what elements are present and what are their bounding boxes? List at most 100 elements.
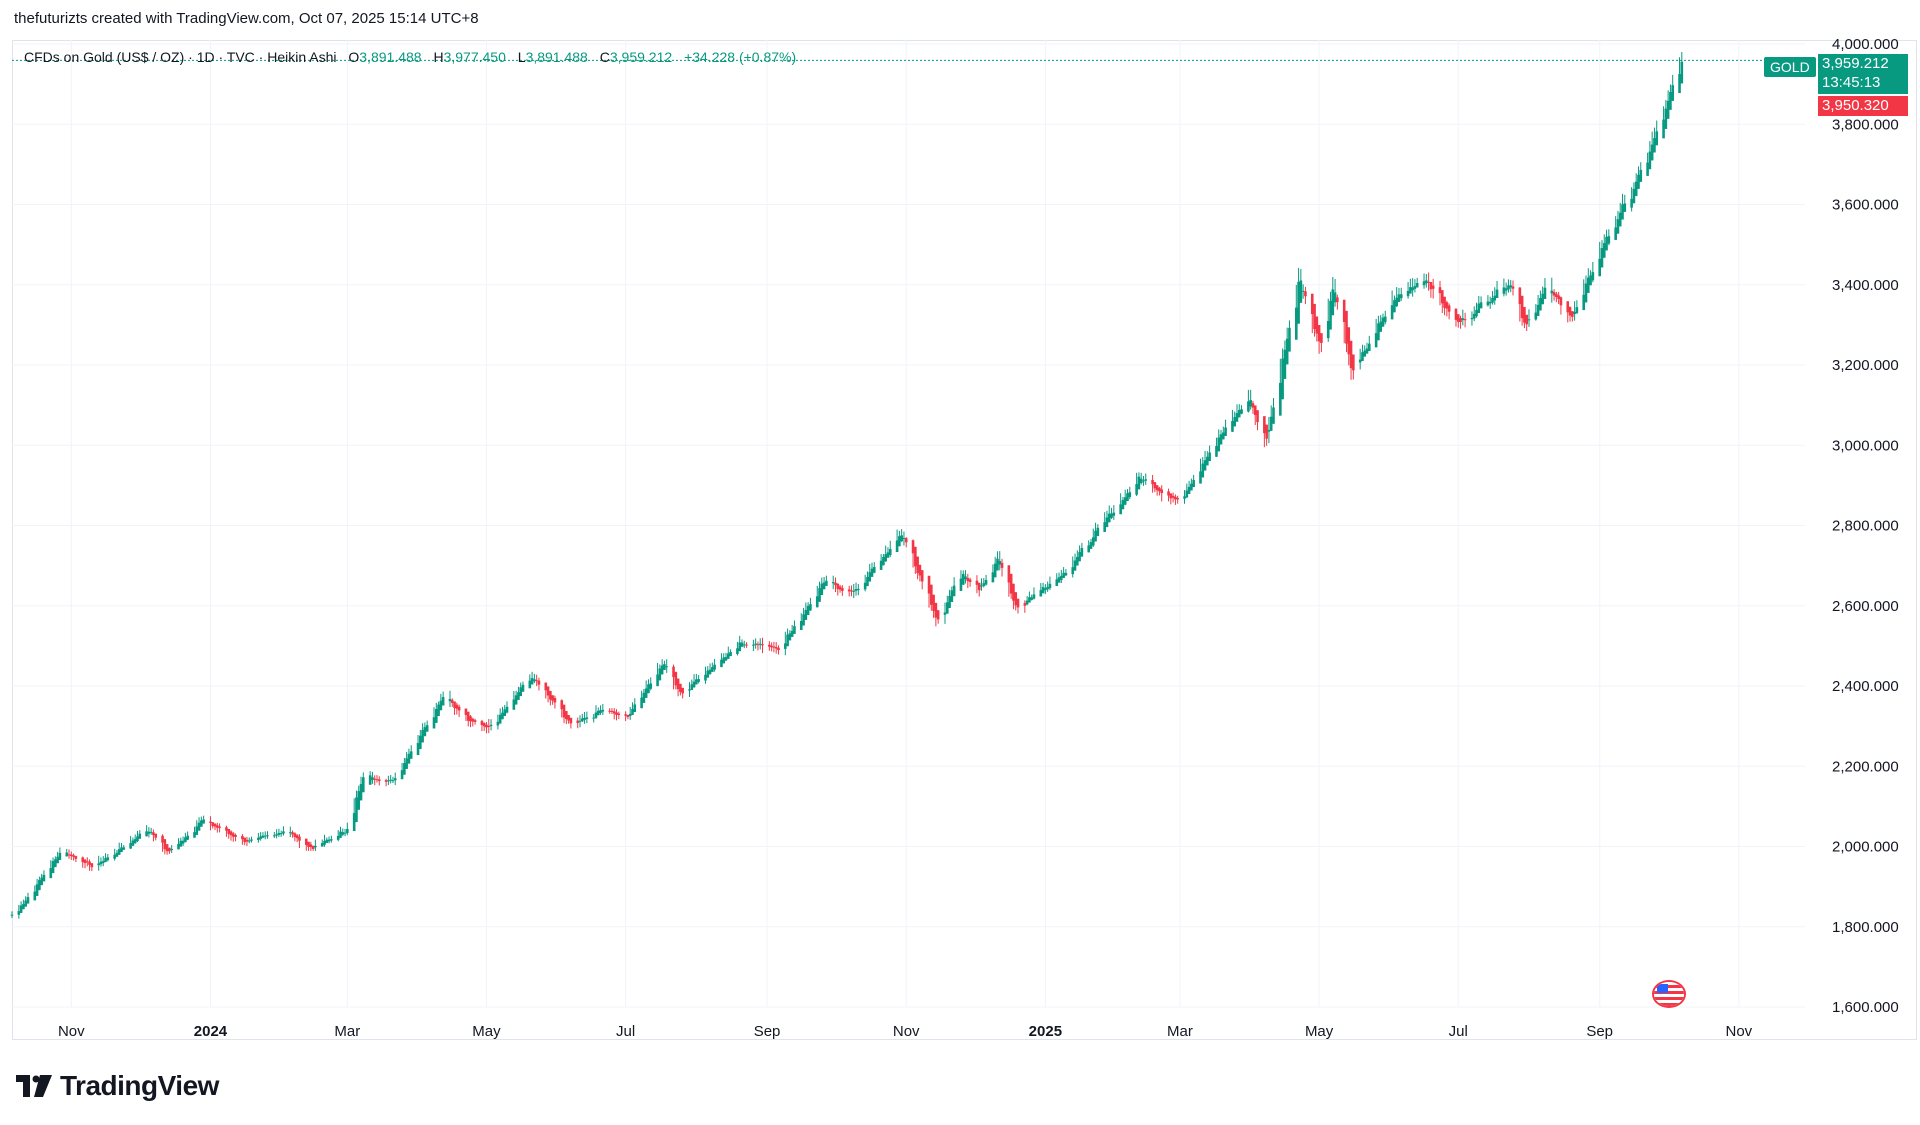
candle-body bbox=[154, 833, 158, 838]
candle-body bbox=[658, 668, 662, 681]
candle-body bbox=[377, 779, 381, 781]
candle-body bbox=[758, 643, 762, 645]
candle-body bbox=[1550, 290, 1554, 294]
candle-body bbox=[1381, 317, 1385, 327]
candle-body bbox=[1247, 401, 1250, 412]
candle-body bbox=[647, 684, 650, 694]
chart-legend: CFDs on Gold (US$ / OZ) · 1D · TVC · Hei… bbox=[24, 49, 796, 65]
candle-body bbox=[784, 643, 787, 649]
candle-body bbox=[576, 720, 580, 723]
candle-body bbox=[327, 839, 331, 842]
candle-body bbox=[895, 540, 899, 553]
candle-body bbox=[1331, 289, 1335, 316]
candle-body bbox=[1634, 181, 1638, 197]
candle-body bbox=[1336, 297, 1339, 303]
candle-body bbox=[866, 576, 869, 587]
x-tick-label: Jul bbox=[1449, 1023, 1468, 1040]
candle-body bbox=[1267, 429, 1271, 432]
candle-body bbox=[453, 701, 456, 708]
candle-body bbox=[88, 861, 91, 865]
candle-body bbox=[425, 725, 429, 732]
candle-body bbox=[752, 644, 755, 646]
candle-body bbox=[149, 831, 153, 833]
candle-body bbox=[847, 589, 851, 592]
candle-body bbox=[692, 681, 696, 688]
candle-body bbox=[1294, 307, 1298, 340]
candle-body bbox=[1126, 493, 1129, 501]
candle-body bbox=[1121, 500, 1125, 510]
candle-body bbox=[1637, 174, 1640, 189]
candle-body bbox=[1256, 410, 1259, 423]
candle-body bbox=[147, 831, 151, 834]
candle-body bbox=[720, 659, 723, 668]
candle-body bbox=[339, 831, 342, 838]
candle-body bbox=[1602, 243, 1606, 258]
candle-body bbox=[247, 840, 251, 842]
candle-body bbox=[273, 835, 276, 837]
candle-body bbox=[209, 821, 212, 823]
candle-body bbox=[35, 884, 39, 896]
chart-frame[interactable] bbox=[12, 40, 1917, 1040]
candle-body bbox=[1169, 493, 1173, 499]
candle-body bbox=[1520, 295, 1524, 319]
candle-body bbox=[343, 832, 347, 834]
high-label: H bbox=[433, 49, 444, 65]
candle-body bbox=[421, 729, 424, 743]
candle-body bbox=[1253, 405, 1257, 416]
tradingview-logo[interactable]: TradingView bbox=[16, 1070, 219, 1102]
candle-body bbox=[1527, 319, 1531, 321]
candle-body bbox=[409, 751, 413, 759]
candle-body bbox=[403, 763, 406, 775]
candle-body bbox=[1666, 100, 1670, 119]
symbol-description[interactable]: CFDs on Gold (US$ / OZ) · 1D · TVC · Hei… bbox=[24, 49, 337, 65]
candle-body bbox=[184, 837, 187, 843]
candle-body bbox=[245, 839, 249, 842]
candle-body bbox=[1621, 204, 1624, 220]
candle-body bbox=[1504, 288, 1508, 291]
candle-body bbox=[168, 847, 171, 852]
candle-body bbox=[1655, 131, 1659, 146]
candle-body bbox=[181, 840, 185, 844]
candle-body bbox=[920, 570, 924, 582]
candle-body bbox=[279, 833, 283, 835]
candle-body bbox=[966, 577, 970, 581]
candle-body bbox=[514, 695, 518, 705]
candle-body bbox=[1160, 489, 1164, 494]
candle-body bbox=[1390, 305, 1394, 320]
candle-body bbox=[644, 688, 648, 698]
candle-body bbox=[482, 722, 486, 727]
candle-body bbox=[916, 556, 919, 574]
candle-body bbox=[1454, 308, 1458, 320]
candle-body bbox=[67, 854, 71, 856]
candle-body bbox=[373, 778, 377, 780]
candle-body bbox=[1007, 565, 1011, 583]
candle-body bbox=[544, 682, 548, 691]
candle-body bbox=[58, 852, 62, 860]
candle-body bbox=[1347, 327, 1351, 355]
candle-body bbox=[831, 582, 835, 584]
y-tick-label: 2,200.000 bbox=[1832, 758, 1899, 775]
candle-body bbox=[879, 560, 883, 570]
us-flag-icon[interactable] bbox=[1652, 980, 1686, 1008]
candle-body bbox=[1511, 286, 1515, 289]
x-tick-label: Mar bbox=[334, 1023, 360, 1040]
candle-body bbox=[229, 831, 233, 836]
candle-body bbox=[980, 585, 983, 587]
candle-body bbox=[722, 657, 726, 664]
candle-body bbox=[695, 679, 698, 685]
candle-body bbox=[911, 540, 915, 554]
candle-body bbox=[1607, 236, 1611, 244]
candle-body bbox=[485, 724, 488, 728]
candle-body bbox=[83, 859, 87, 864]
candle-body bbox=[72, 855, 75, 857]
candle-body bbox=[81, 857, 85, 863]
candle-body bbox=[295, 835, 299, 839]
candle-body bbox=[165, 844, 169, 852]
candle-body bbox=[10, 914, 14, 916]
candle-body bbox=[968, 579, 972, 583]
candle-body bbox=[1352, 354, 1355, 371]
candle-body bbox=[936, 610, 940, 620]
x-tick-label: May bbox=[472, 1023, 501, 1040]
candle-body bbox=[1304, 291, 1307, 297]
